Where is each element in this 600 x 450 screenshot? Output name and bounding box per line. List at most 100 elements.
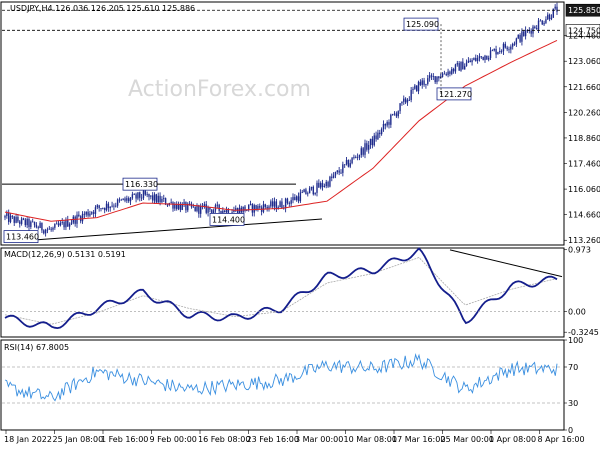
candle-body [223, 210, 226, 213]
candle-body [427, 78, 429, 84]
candle-body [417, 81, 420, 92]
candle-body [199, 205, 202, 214]
candle-body [133, 194, 135, 196]
price-layer: 125.850 124.750 125.090 121.270 116.330 114.4… [2, 2, 600, 243]
candle-body [122, 198, 124, 200]
candle-body [323, 186, 326, 187]
candle-body [20, 218, 23, 224]
macd-y-tick-label: -0.3245 [568, 328, 599, 337]
candle-body [85, 211, 87, 215]
candle-body [401, 101, 403, 104]
candle-body [319, 183, 322, 188]
candle-body [428, 75, 431, 79]
candle-body [314, 192, 316, 195]
candle-body [124, 198, 126, 201]
candle-body [336, 170, 339, 173]
candle-body [259, 206, 261, 208]
candle-body [33, 221, 36, 225]
candle-body [11, 215, 14, 217]
candle-body [41, 222, 43, 231]
price-y-tick-label: 123.060 [568, 57, 600, 66]
candle-body [297, 196, 300, 202]
candle-body [268, 206, 270, 209]
candle-body [225, 209, 228, 213]
candle-body [19, 221, 21, 224]
candle-body [44, 229, 47, 234]
candle-body [194, 206, 196, 212]
candle-body [307, 193, 309, 195]
level-box [209, 213, 245, 226]
candle-body [524, 30, 527, 37]
candle-body [273, 201, 276, 207]
candle-body [161, 198, 163, 203]
candle-body [548, 14, 551, 20]
x-tick-label: 3 Mar 00:00 [295, 435, 343, 444]
candle-body [403, 98, 405, 102]
price-panel-title: USDJPY,H4 126.036 126.205 125.610 125.88… [10, 4, 195, 13]
candle-body [432, 76, 435, 77]
candle-body [236, 208, 239, 215]
candle-body [281, 201, 283, 208]
candle-body [207, 207, 209, 213]
candle-body [30, 221, 32, 228]
candle-body [109, 206, 111, 209]
candle-body [235, 208, 237, 211]
candle-body [399, 103, 401, 112]
candle-body [205, 204, 207, 213]
candle-body [318, 182, 320, 188]
candle-body [355, 156, 357, 158]
candle-body [495, 48, 497, 55]
candle-body [181, 203, 183, 210]
candle-body [70, 222, 73, 225]
candle-body [159, 195, 161, 203]
candle-body [299, 192, 302, 202]
candle-body [430, 75, 433, 77]
candle-body [257, 206, 259, 210]
macd-y-tick-label: 0.973 [568, 246, 591, 255]
candle-body [390, 114, 392, 125]
x-tick-label: 1 Feb 16:00 [101, 435, 148, 444]
candle-body [310, 186, 313, 189]
candle-body [203, 204, 206, 207]
candle-body [155, 194, 158, 203]
candle-body [360, 148, 363, 155]
candle-body [43, 230, 45, 234]
candle-body [144, 190, 147, 195]
candle-body [380, 128, 383, 135]
candle-body [87, 211, 89, 216]
candle-body [188, 203, 191, 205]
candle-body [48, 228, 51, 230]
candle-body [308, 188, 311, 194]
rsi-y-tick-label: 0 [568, 426, 573, 435]
macd-y-tick-label: 0.00 [568, 308, 586, 317]
candle-body [246, 209, 248, 211]
candle-body [452, 68, 455, 72]
candle-body [484, 55, 486, 60]
candle-body [480, 56, 483, 58]
candle-body [172, 202, 174, 209]
candle-body [460, 61, 462, 71]
candle-body [467, 60, 470, 63]
level-box [436, 87, 472, 101]
candle-body [266, 206, 268, 209]
price-y-tick-label: 120.260 [568, 108, 600, 117]
candle-body [92, 212, 95, 214]
candle-body [13, 216, 15, 223]
candle-body [334, 172, 337, 176]
candle-body [185, 202, 187, 211]
candle-body [148, 193, 150, 197]
candle-body [131, 194, 134, 199]
candle-body [57, 223, 60, 226]
rsi-layer [2, 352, 560, 404]
candle-body [486, 55, 488, 60]
candle-body [55, 223, 58, 225]
candle-body [438, 76, 440, 79]
level-box-label: 125.090 [406, 20, 439, 29]
candle-body [353, 156, 355, 158]
candle-body [39, 222, 41, 229]
price-y-tick-label: 114.660 [568, 211, 600, 220]
candle-body [98, 205, 100, 209]
rsi-y-tick-label: 30 [568, 399, 578, 408]
candle-body [164, 198, 167, 205]
